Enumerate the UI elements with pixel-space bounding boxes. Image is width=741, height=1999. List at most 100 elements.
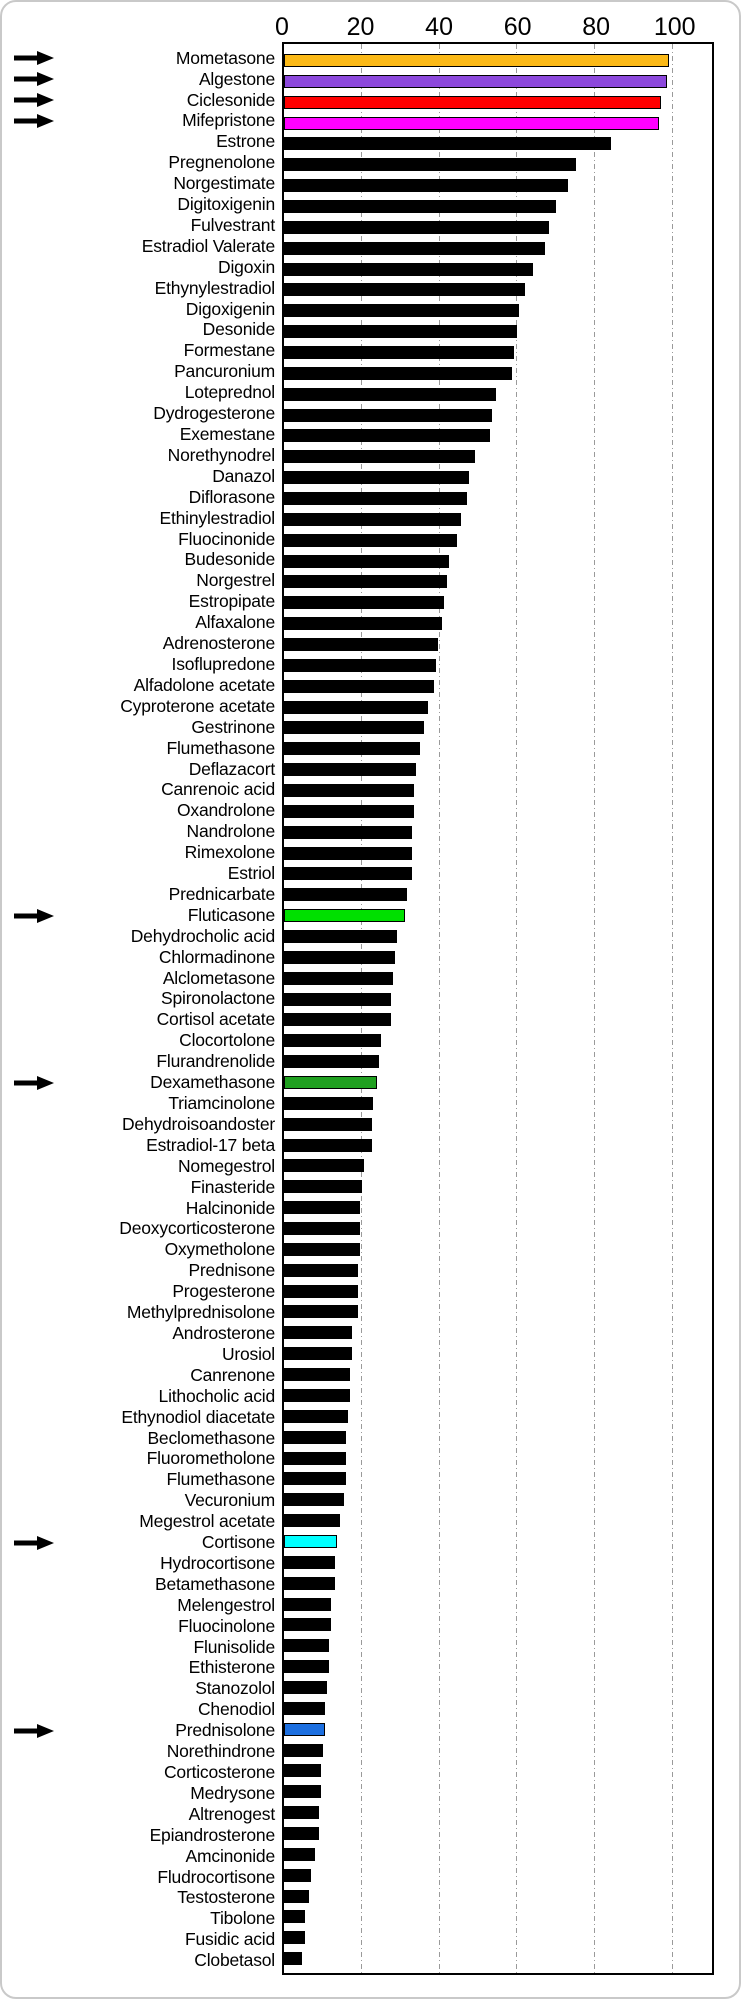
bar-row — [284, 1448, 712, 1469]
category-label: Ethynylestradiol — [154, 277, 276, 298]
bar-row — [284, 1886, 712, 1907]
bar-row — [284, 905, 712, 926]
bar-row — [284, 1197, 712, 1218]
bar — [284, 1076, 378, 1090]
bar-row — [284, 1927, 712, 1948]
arrow-icon — [14, 114, 54, 129]
category-label: Ciclesonide — [186, 89, 275, 110]
arrow-icon — [14, 1075, 54, 1090]
bar-row — [284, 1385, 712, 1406]
category-label: Dehydrocholic acid — [130, 925, 275, 946]
bar — [284, 283, 526, 297]
bar — [284, 1409, 349, 1423]
arrow-icon — [14, 51, 54, 66]
category-label: Digoxigenin — [185, 298, 275, 319]
bar — [284, 596, 444, 610]
bar-row — [284, 154, 712, 175]
x-axis-tick-label: 40 — [425, 13, 453, 41]
category-label: Digitoxigenin — [177, 194, 275, 215]
bar — [284, 199, 557, 213]
bar-row — [284, 1156, 712, 1177]
plot-area — [282, 42, 714, 1975]
label-row: Finasteride — [2, 1177, 282, 1198]
category-label: Dydrogesterone — [153, 403, 275, 424]
bar — [284, 1680, 327, 1694]
label-row: Urosiol — [2, 1344, 282, 1365]
bar-row — [284, 1719, 712, 1740]
bar-row — [284, 1594, 712, 1615]
category-label: Isoflupredone — [171, 653, 276, 674]
label-row: Mometasone — [2, 48, 282, 69]
bar-row — [284, 50, 712, 71]
bar — [284, 1117, 372, 1131]
bar-row — [284, 947, 712, 968]
bar — [284, 700, 428, 714]
bar-row — [284, 238, 712, 259]
bar — [284, 1514, 341, 1528]
bar-row — [284, 1510, 712, 1531]
category-label: Clocortolone — [179, 1030, 275, 1051]
bar-row — [284, 926, 712, 947]
label-row: Mifepristone — [2, 111, 282, 132]
label-row: Amcinonide — [2, 1846, 282, 1867]
label-row: Fulvestrant — [2, 215, 282, 236]
label-row: Fludrocortisone — [2, 1867, 282, 1888]
bar — [284, 1263, 358, 1277]
bar — [284, 909, 405, 923]
bar-row — [284, 321, 712, 342]
label-row: Fluocinolone — [2, 1616, 282, 1637]
label-row: Oxymetholone — [2, 1240, 282, 1261]
label-row: Norgestimate — [2, 173, 282, 194]
label-row: Nomegestrol — [2, 1156, 282, 1177]
bar-row — [284, 864, 712, 885]
label-row: Spironolactone — [2, 989, 282, 1010]
label-row: Megestrol acetate — [2, 1511, 282, 1532]
category-label: Vecuronium — [184, 1490, 276, 1511]
bar — [284, 658, 436, 672]
bar-row — [284, 1760, 712, 1781]
label-row: Ethinylestradiol — [2, 508, 282, 529]
label-row: Flumethasone — [2, 738, 282, 759]
bar — [284, 1034, 382, 1048]
bar — [284, 784, 415, 797]
bar-row — [284, 801, 712, 822]
bar-row — [284, 1176, 712, 1197]
bar-row — [284, 738, 712, 759]
bar — [284, 1222, 360, 1236]
x-axis: 0 20 40 60 80 100 — [275, 6, 714, 41]
label-row: Ethynylestradiol — [2, 278, 282, 299]
bar-row — [284, 1698, 712, 1719]
gridline — [516, 44, 518, 1973]
bar — [284, 241, 545, 255]
arrow-icon — [14, 1535, 54, 1550]
bar-row — [284, 1281, 712, 1302]
category-label: Megestrol acetate — [139, 1511, 275, 1532]
category-label: Rimexolone — [184, 842, 276, 863]
label-row: Exemestane — [2, 424, 282, 445]
arrow-icon — [14, 72, 54, 87]
arrow-icon — [14, 93, 54, 108]
bar-row — [284, 133, 712, 154]
bar — [284, 1722, 325, 1736]
bar-row — [284, 1906, 712, 1927]
label-row: Prednicarbate — [2, 884, 282, 905]
label-row: Gestrinone — [2, 717, 282, 738]
bar — [284, 1826, 320, 1840]
bar-row — [284, 425, 712, 446]
category-label: Prednicarbate — [168, 883, 276, 904]
label-row: Dydrogesterone — [2, 403, 282, 424]
bar-row — [284, 634, 712, 655]
category-label: Halcinonide — [185, 1197, 275, 1218]
bar — [284, 1284, 358, 1298]
category-label: Fluocinolone — [178, 1615, 275, 1636]
category-label: Testosterone — [177, 1887, 275, 1908]
bar — [284, 992, 391, 1006]
x-axis-tick-label: 20 — [346, 13, 375, 41]
category-label: Adrenosterone — [162, 633, 275, 654]
bar-row — [284, 1552, 712, 1573]
bar-row — [284, 571, 712, 592]
label-row: Testosterone — [2, 1888, 282, 1909]
label-row: Lithocholic acid — [2, 1386, 282, 1407]
bar-row — [284, 1802, 712, 1823]
bar — [284, 679, 434, 693]
